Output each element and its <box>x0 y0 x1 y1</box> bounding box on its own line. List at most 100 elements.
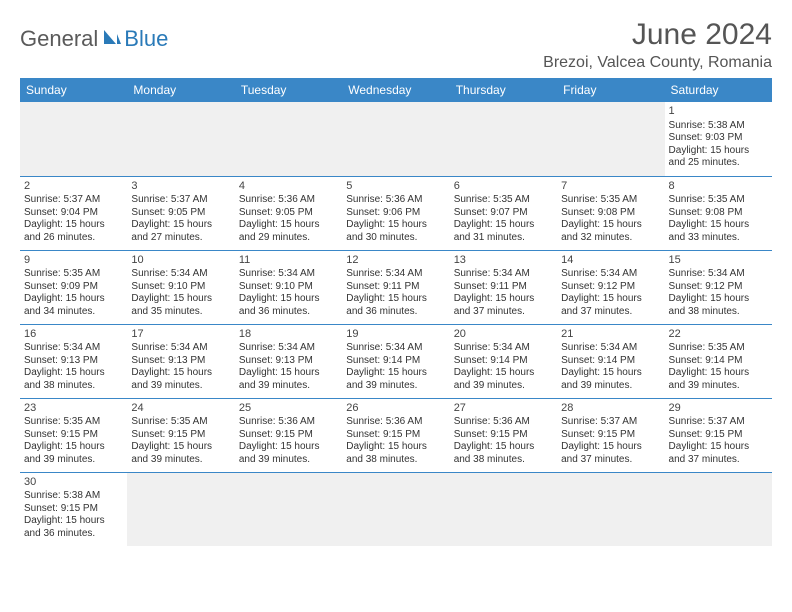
header: General Blue June 2024 Brezoi, Valcea Co… <box>20 18 772 72</box>
sunset-text: Sunset: 9:10 PM <box>239 281 338 294</box>
calendar-cell: 12Sunrise: 5:34 AMSunset: 9:11 PMDayligh… <box>342 250 449 324</box>
sunset-text: Sunset: 9:10 PM <box>131 281 230 294</box>
day-number: 25 <box>239 402 338 416</box>
calendar-cell-empty <box>342 472 449 546</box>
daylight-text: Daylight: 15 hours and 37 minutes. <box>561 293 660 318</box>
sunset-text: Sunset: 9:07 PM <box>454 207 553 220</box>
daylight-text: Daylight: 15 hours and 38 minutes. <box>346 441 445 466</box>
day-number: 21 <box>561 328 660 342</box>
sunrise-text: Sunrise: 5:34 AM <box>239 268 338 281</box>
daylight-text: Daylight: 15 hours and 39 minutes. <box>24 441 123 466</box>
day-number: 17 <box>131 328 230 342</box>
sunrise-text: Sunrise: 5:37 AM <box>561 416 660 429</box>
calendar-cell: 9Sunrise: 5:35 AMSunset: 9:09 PMDaylight… <box>20 250 127 324</box>
daylight-text: Daylight: 15 hours and 39 minutes. <box>561 367 660 392</box>
daylight-text: Daylight: 15 hours and 29 minutes. <box>239 219 338 244</box>
sunrise-text: Sunrise: 5:35 AM <box>454 194 553 207</box>
sunset-text: Sunset: 9:14 PM <box>561 355 660 368</box>
calendar-cell: 8Sunrise: 5:35 AMSunset: 9:08 PMDaylight… <box>665 176 772 250</box>
sunset-text: Sunset: 9:08 PM <box>561 207 660 220</box>
sunrise-text: Sunrise: 5:38 AM <box>24 490 123 503</box>
day-number: 2 <box>24 180 123 194</box>
calendar-cell: 2Sunrise: 5:37 AMSunset: 9:04 PMDaylight… <box>20 176 127 250</box>
sunrise-text: Sunrise: 5:34 AM <box>346 268 445 281</box>
calendar-cell: 29Sunrise: 5:37 AMSunset: 9:15 PMDayligh… <box>665 398 772 472</box>
sunrise-text: Sunrise: 5:36 AM <box>239 416 338 429</box>
sunrise-text: Sunrise: 5:34 AM <box>131 342 230 355</box>
sunset-text: Sunset: 9:13 PM <box>131 355 230 368</box>
sunrise-text: Sunrise: 5:34 AM <box>239 342 338 355</box>
column-header: Friday <box>557 78 664 102</box>
day-number: 3 <box>131 180 230 194</box>
daylight-text: Daylight: 15 hours and 32 minutes. <box>561 219 660 244</box>
calendar-cell: 1Sunrise: 5:38 AMSunset: 9:03 PMDaylight… <box>665 102 772 176</box>
sunrise-text: Sunrise: 5:37 AM <box>669 416 768 429</box>
day-number: 20 <box>454 328 553 342</box>
sunset-text: Sunset: 9:04 PM <box>24 207 123 220</box>
calendar-cell-empty <box>235 102 342 176</box>
daylight-text: Daylight: 15 hours and 37 minutes. <box>669 441 768 466</box>
calendar-cell: 22Sunrise: 5:35 AMSunset: 9:14 PMDayligh… <box>665 324 772 398</box>
month-title: June 2024 <box>543 18 772 52</box>
sunrise-text: Sunrise: 5:36 AM <box>454 416 553 429</box>
calendar-cell: 30Sunrise: 5:38 AMSunset: 9:15 PMDayligh… <box>20 472 127 546</box>
sunrise-text: Sunrise: 5:34 AM <box>454 342 553 355</box>
daylight-text: Daylight: 15 hours and 38 minutes. <box>24 367 123 392</box>
sunrise-text: Sunrise: 5:35 AM <box>669 194 768 207</box>
day-number: 28 <box>561 402 660 416</box>
calendar-cell: 20Sunrise: 5:34 AMSunset: 9:14 PMDayligh… <box>450 324 557 398</box>
day-number: 15 <box>669 254 768 268</box>
calendar-cell: 3Sunrise: 5:37 AMSunset: 9:05 PMDaylight… <box>127 176 234 250</box>
location-text: Brezoi, Valcea County, Romania <box>543 54 772 72</box>
sunset-text: Sunset: 9:06 PM <box>346 207 445 220</box>
calendar-cell-empty <box>665 472 772 546</box>
sunrise-text: Sunrise: 5:34 AM <box>454 268 553 281</box>
calendar-cell: 14Sunrise: 5:34 AMSunset: 9:12 PMDayligh… <box>557 250 664 324</box>
calendar-cell-empty <box>450 472 557 546</box>
daylight-text: Daylight: 15 hours and 36 minutes. <box>24 515 123 540</box>
title-block: June 2024 Brezoi, Valcea County, Romania <box>543 18 772 72</box>
sunrise-text: Sunrise: 5:35 AM <box>131 416 230 429</box>
daylight-text: Daylight: 15 hours and 36 minutes. <box>346 293 445 318</box>
sunrise-text: Sunrise: 5:37 AM <box>131 194 230 207</box>
sunset-text: Sunset: 9:05 PM <box>239 207 338 220</box>
calendar-cell: 24Sunrise: 5:35 AMSunset: 9:15 PMDayligh… <box>127 398 234 472</box>
calendar-cell: 18Sunrise: 5:34 AMSunset: 9:13 PMDayligh… <box>235 324 342 398</box>
sunset-text: Sunset: 9:13 PM <box>239 355 338 368</box>
calendar-cell-empty <box>127 102 234 176</box>
calendar-cell: 28Sunrise: 5:37 AMSunset: 9:15 PMDayligh… <box>557 398 664 472</box>
daylight-text: Daylight: 15 hours and 34 minutes. <box>24 293 123 318</box>
calendar-cell: 10Sunrise: 5:34 AMSunset: 9:10 PMDayligh… <box>127 250 234 324</box>
calendar-cell: 7Sunrise: 5:35 AMSunset: 9:08 PMDaylight… <box>557 176 664 250</box>
column-header: Monday <box>127 78 234 102</box>
column-header: Saturday <box>665 78 772 102</box>
daylight-text: Daylight: 15 hours and 39 minutes. <box>131 367 230 392</box>
sunrise-text: Sunrise: 5:34 AM <box>561 268 660 281</box>
daylight-text: Daylight: 15 hours and 27 minutes. <box>131 219 230 244</box>
day-number: 26 <box>346 402 445 416</box>
calendar-row: 16Sunrise: 5:34 AMSunset: 9:13 PMDayligh… <box>20 324 772 398</box>
logo: General Blue <box>20 18 168 52</box>
sunrise-text: Sunrise: 5:34 AM <box>346 342 445 355</box>
logo-blue-text: Blue <box>124 26 168 52</box>
daylight-text: Daylight: 15 hours and 30 minutes. <box>346 219 445 244</box>
sunset-text: Sunset: 9:15 PM <box>561 429 660 442</box>
sunrise-text: Sunrise: 5:36 AM <box>346 416 445 429</box>
calendar-cell: 17Sunrise: 5:34 AMSunset: 9:13 PMDayligh… <box>127 324 234 398</box>
calendar-cell: 25Sunrise: 5:36 AMSunset: 9:15 PMDayligh… <box>235 398 342 472</box>
day-number: 14 <box>561 254 660 268</box>
sunrise-text: Sunrise: 5:35 AM <box>561 194 660 207</box>
calendar-row: 23Sunrise: 5:35 AMSunset: 9:15 PMDayligh… <box>20 398 772 472</box>
daylight-text: Daylight: 15 hours and 39 minutes. <box>239 441 338 466</box>
day-number: 7 <box>561 180 660 194</box>
column-header: Sunday <box>20 78 127 102</box>
daylight-text: Daylight: 15 hours and 39 minutes. <box>669 367 768 392</box>
column-header: Wednesday <box>342 78 449 102</box>
calendar-cell-empty <box>127 472 234 546</box>
sunset-text: Sunset: 9:14 PM <box>346 355 445 368</box>
sunset-text: Sunset: 9:15 PM <box>24 429 123 442</box>
sunset-text: Sunset: 9:09 PM <box>24 281 123 294</box>
sunset-text: Sunset: 9:15 PM <box>239 429 338 442</box>
sunset-text: Sunset: 9:15 PM <box>346 429 445 442</box>
daylight-text: Daylight: 15 hours and 37 minutes. <box>561 441 660 466</box>
